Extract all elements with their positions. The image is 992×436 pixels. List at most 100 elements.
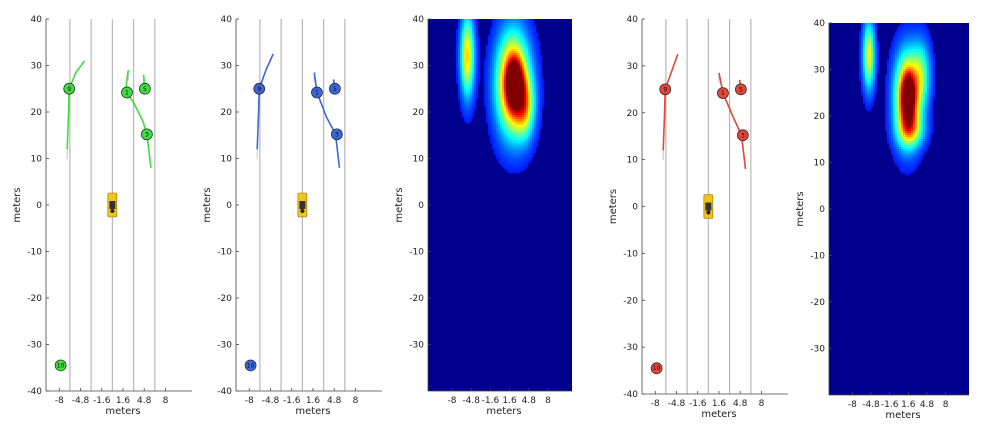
- heatmap-cell: [528, 113, 531, 116]
- heatmap-cell: [893, 67, 896, 70]
- heatmap-cell: [869, 59, 872, 62]
- heatmap-cell: [917, 75, 920, 78]
- heatmap-cell: [931, 97, 934, 100]
- heatmap-cell: [871, 39, 874, 42]
- heatmap-cell: [901, 55, 904, 58]
- heatmap-cell: [468, 105, 471, 108]
- heatmap-cell: [494, 83, 497, 86]
- heatmap-cell: [504, 43, 507, 46]
- heatmap-cell: [861, 61, 864, 64]
- heatmap-cell: [532, 73, 535, 76]
- heatmap-cell: [919, 137, 922, 140]
- heatmap-cell: [492, 87, 495, 90]
- heatmap-cell: [915, 131, 918, 134]
- heatmap-cell: [861, 39, 864, 42]
- heatmap-cell: [466, 37, 469, 40]
- heatmap-cell: [873, 35, 876, 38]
- heatmap-cell: [524, 69, 527, 72]
- heatmap-cell: [530, 87, 533, 90]
- heatmap-cell: [919, 39, 922, 42]
- heatmap-cell: [528, 139, 531, 142]
- heatmap-cell: [901, 167, 904, 170]
- heatmap-cell: [877, 51, 880, 54]
- heatmap-cell: [458, 83, 461, 86]
- heatmap-cell: [875, 31, 878, 34]
- heatmap-cell: [516, 121, 519, 124]
- heatmap-cell: [899, 151, 902, 154]
- heatmap-cell: [502, 115, 505, 118]
- heatmap-cell: [456, 53, 459, 56]
- heatmap-cell: [899, 83, 902, 86]
- heatmap-cell: [532, 19, 535, 22]
- heatmap-cell: [524, 19, 527, 22]
- heatmap-cell: [532, 147, 535, 150]
- heatmap-cell: [460, 105, 463, 108]
- heatmap-cell: [903, 169, 906, 172]
- heatmap-cell: [518, 137, 521, 140]
- x-tick-label: 8: [943, 400, 949, 410]
- heatmap-cell: [891, 151, 894, 154]
- heatmap-cell: [514, 33, 517, 36]
- heatmap-cell: [865, 51, 868, 54]
- heatmap-cell: [528, 69, 531, 72]
- heatmap-cell: [903, 127, 906, 130]
- heatmap-cell: [923, 59, 926, 62]
- heatmap-cell: [510, 157, 513, 160]
- heatmap-cell: [919, 155, 922, 158]
- heatmap-cell: [498, 157, 501, 160]
- heatmap-cell: [514, 89, 517, 92]
- heatmap-cell: [526, 83, 529, 86]
- heatmap-cell: [901, 69, 904, 72]
- heatmap-cell: [893, 57, 896, 60]
- heatmap-cell: [891, 129, 894, 132]
- heatmap-cell: [915, 145, 918, 148]
- heatmap-cell: [524, 77, 527, 80]
- heatmap-cell: [520, 63, 523, 66]
- heatmap-cell: [917, 159, 920, 162]
- heatmap-cell: [921, 135, 924, 138]
- heatmap-cell: [500, 137, 503, 140]
- heatmap-cell: [522, 119, 525, 122]
- y-tick-label: 10: [814, 159, 826, 169]
- heatmap-cell: [919, 35, 922, 38]
- heatmap-cell: [877, 59, 880, 62]
- heatmap-cell: [893, 111, 896, 114]
- heatmap-cell: [504, 89, 507, 92]
- heatmap-cell: [514, 81, 517, 84]
- heatmap-cell: [915, 121, 918, 124]
- heatmap-cell: [466, 75, 469, 78]
- heatmap-cell: [907, 105, 910, 108]
- heatmap-cell: [498, 153, 501, 156]
- heatmap-cell: [931, 47, 934, 50]
- heatmap-cell: [915, 165, 918, 168]
- heatmap-cell: [496, 79, 499, 82]
- heatmap-cell: [466, 81, 469, 84]
- heatmap-cell: [911, 57, 914, 60]
- heatmap-cell: [516, 37, 519, 40]
- agent-marker: [717, 87, 729, 99]
- heatmap-cell: [488, 111, 491, 114]
- heatmap-cell: [889, 117, 892, 120]
- heatmap-cell: [895, 75, 898, 78]
- heatmap-cell: [875, 23, 878, 26]
- heatmap-cell: [869, 41, 872, 44]
- heatmap-cell: [540, 93, 543, 96]
- heatmap-cell: [861, 23, 864, 26]
- heatmap-cell: [889, 139, 892, 142]
- heatmap-cell: [905, 53, 908, 56]
- heatmap-cell: [516, 111, 519, 114]
- heatmap-cell: [933, 61, 936, 64]
- heatmap-cell: [522, 91, 525, 94]
- heatmap-cell: [496, 105, 499, 108]
- heatmap-cell: [897, 83, 900, 86]
- heatmap-cell: [526, 147, 529, 150]
- heatmap-cell: [524, 21, 527, 24]
- heatmap-cell: [889, 131, 892, 134]
- heatmap-cell: [496, 109, 499, 112]
- heatmap-cell: [885, 97, 888, 100]
- heatmap-cell: [504, 157, 507, 160]
- heatmap-cell: [484, 65, 487, 68]
- heatmap-cell: [502, 71, 505, 74]
- heatmap-cell: [532, 111, 535, 114]
- heatmap-cell: [921, 31, 924, 34]
